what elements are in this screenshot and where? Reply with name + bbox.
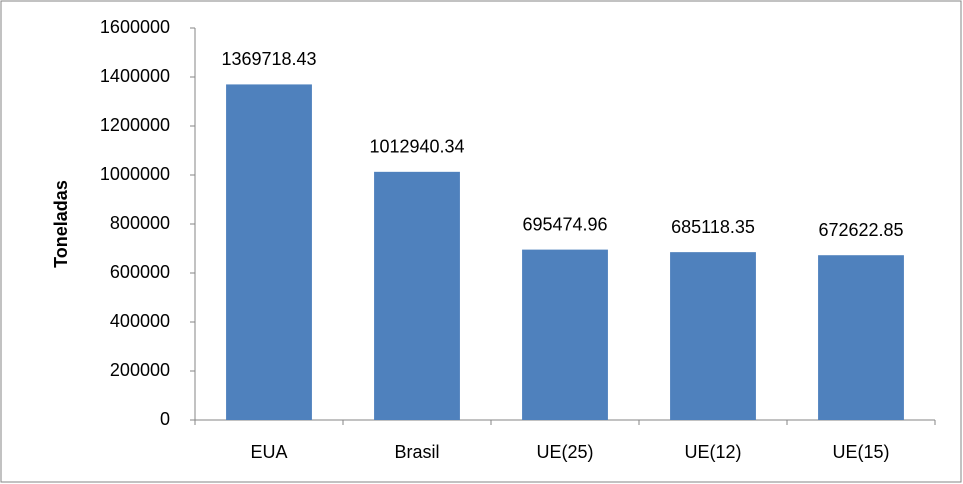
- x-tick-label: Brasil: [394, 442, 439, 462]
- bar: [226, 84, 312, 421]
- y-axis-label: Toneladas: [51, 180, 71, 268]
- x-tick-label: UE(12): [684, 442, 741, 462]
- y-tick-label: 1200000: [100, 115, 170, 135]
- x-tick-label: UE(15): [832, 442, 889, 462]
- y-tick-label: 1400000: [100, 66, 170, 86]
- data-label: 685118.35: [671, 217, 755, 237]
- bar: [818, 255, 904, 420]
- y-tick-label: 800000: [110, 213, 170, 233]
- y-tick-label: 600000: [110, 262, 170, 282]
- y-tick-label: 200000: [110, 360, 170, 380]
- x-tick-label: EUA: [250, 442, 287, 462]
- y-tick-label: 400000: [110, 311, 170, 331]
- y-tick-label: 1000000: [100, 164, 170, 184]
- bar: [522, 249, 608, 420]
- data-label: 695474.96: [522, 214, 607, 234]
- data-label: 1012940.34: [369, 137, 464, 157]
- bar: [374, 171, 460, 420]
- y-tick-label: 0: [160, 409, 170, 429]
- y-tick-label: 1600000: [100, 17, 170, 37]
- data-label: 672622.85: [818, 220, 903, 240]
- data-label: 1369718.43: [221, 49, 316, 69]
- x-tick-label: UE(25): [536, 442, 593, 462]
- bar: [670, 252, 756, 420]
